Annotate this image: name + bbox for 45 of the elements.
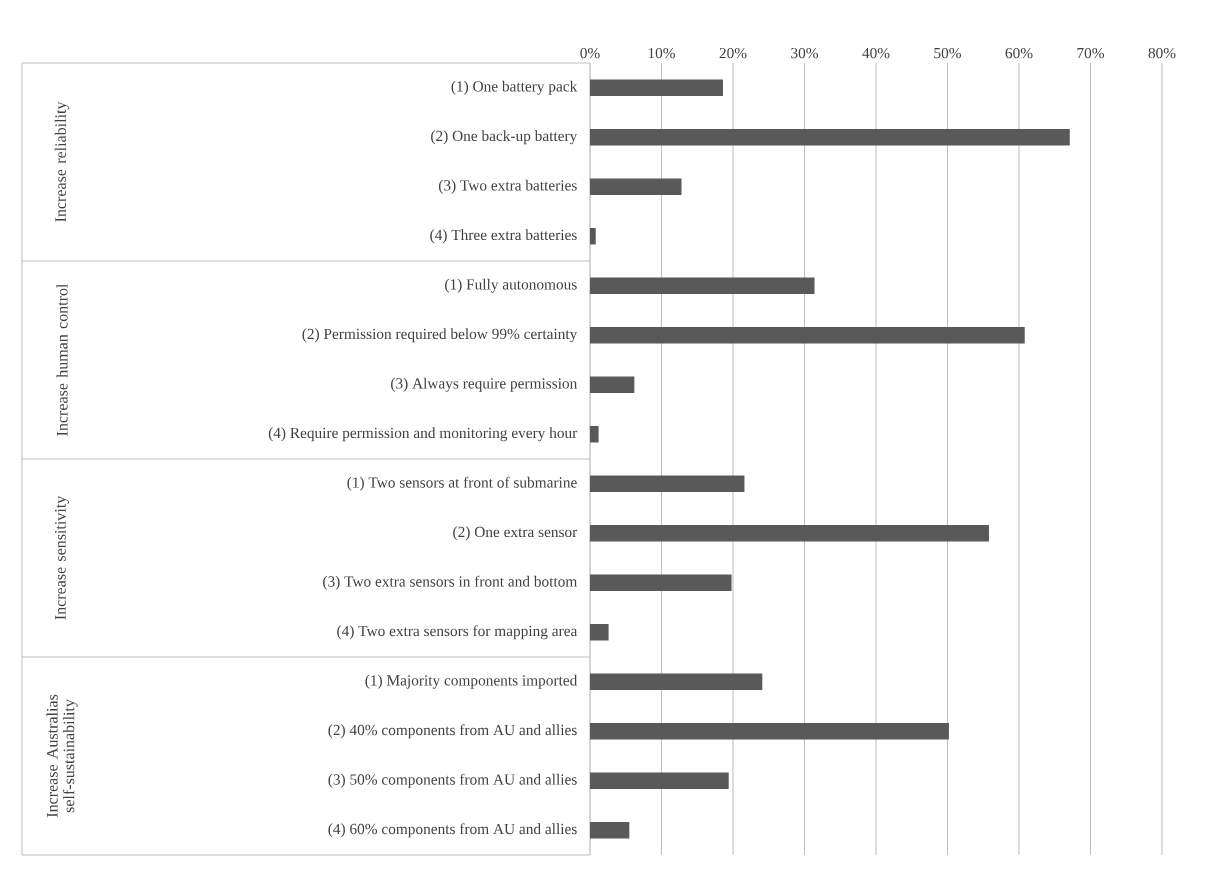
x-tick-label: 70% xyxy=(1077,47,1105,59)
x-tick-label: 60% xyxy=(1005,47,1033,59)
bar xyxy=(590,326,1025,344)
y-tick-label: (4) Require permission and monitoring every hour xyxy=(268,427,578,442)
bar xyxy=(590,772,729,790)
text: Increase reliability xyxy=(54,101,70,222)
x-tick-label: 80% xyxy=(1148,47,1176,59)
x-tick-label: 50% xyxy=(934,47,962,59)
y-tick-label: (4) Two extra sensors for mapping area xyxy=(337,625,578,640)
y-tick-label: (3) Two extra batteries xyxy=(438,179,577,194)
bar xyxy=(590,227,596,245)
y-tick-label: (4) Three extra batteries xyxy=(430,229,577,244)
bar xyxy=(590,524,989,542)
x-tick-label: 20% xyxy=(719,47,747,59)
bar xyxy=(590,425,599,443)
y-tick-label: (1) One battery pack xyxy=(451,80,578,95)
bar xyxy=(590,673,763,691)
bar xyxy=(590,475,745,493)
y-tick-label: (2) One back-up battery xyxy=(431,130,578,145)
y-tick-label: (1) Fully autonomous xyxy=(445,278,577,293)
bar xyxy=(590,376,635,394)
bar xyxy=(590,277,815,295)
text: Increase Australias self-sustainability xyxy=(46,694,78,818)
bar xyxy=(590,574,732,592)
y-tick-label: (3) Two extra sensors in front and bottom xyxy=(323,575,578,590)
x-tick-label: 40% xyxy=(862,47,890,59)
bar xyxy=(590,128,1070,146)
x-tick-label: 10% xyxy=(648,47,676,59)
bar xyxy=(590,178,682,196)
y-tick-label: (2) 40% components from AU and allies xyxy=(328,724,577,739)
bar xyxy=(590,821,630,839)
x-tick-label: 0% xyxy=(580,47,600,59)
y-tick-label: (2) One extra sensor xyxy=(453,526,578,541)
text: Increase sensitivity xyxy=(54,495,70,620)
y-tick-label: (4) 60% components from AU and allies xyxy=(328,823,577,838)
bar xyxy=(590,722,949,740)
y-tick-label: (2) Permission required below 99% certainty xyxy=(302,328,578,343)
y-tick-label: (1) Two sensors at front of submarine xyxy=(347,476,577,491)
bar xyxy=(590,79,723,97)
text: Increase human control xyxy=(56,283,68,436)
y-tick-label: (3) Always require permission xyxy=(391,377,578,392)
y-tick-label: (1) Majority components imported xyxy=(365,674,578,689)
bar xyxy=(590,623,609,641)
y-tick-label: (3) 50% components from AU and allies xyxy=(328,773,577,788)
x-tick-label: 30% xyxy=(791,47,819,59)
